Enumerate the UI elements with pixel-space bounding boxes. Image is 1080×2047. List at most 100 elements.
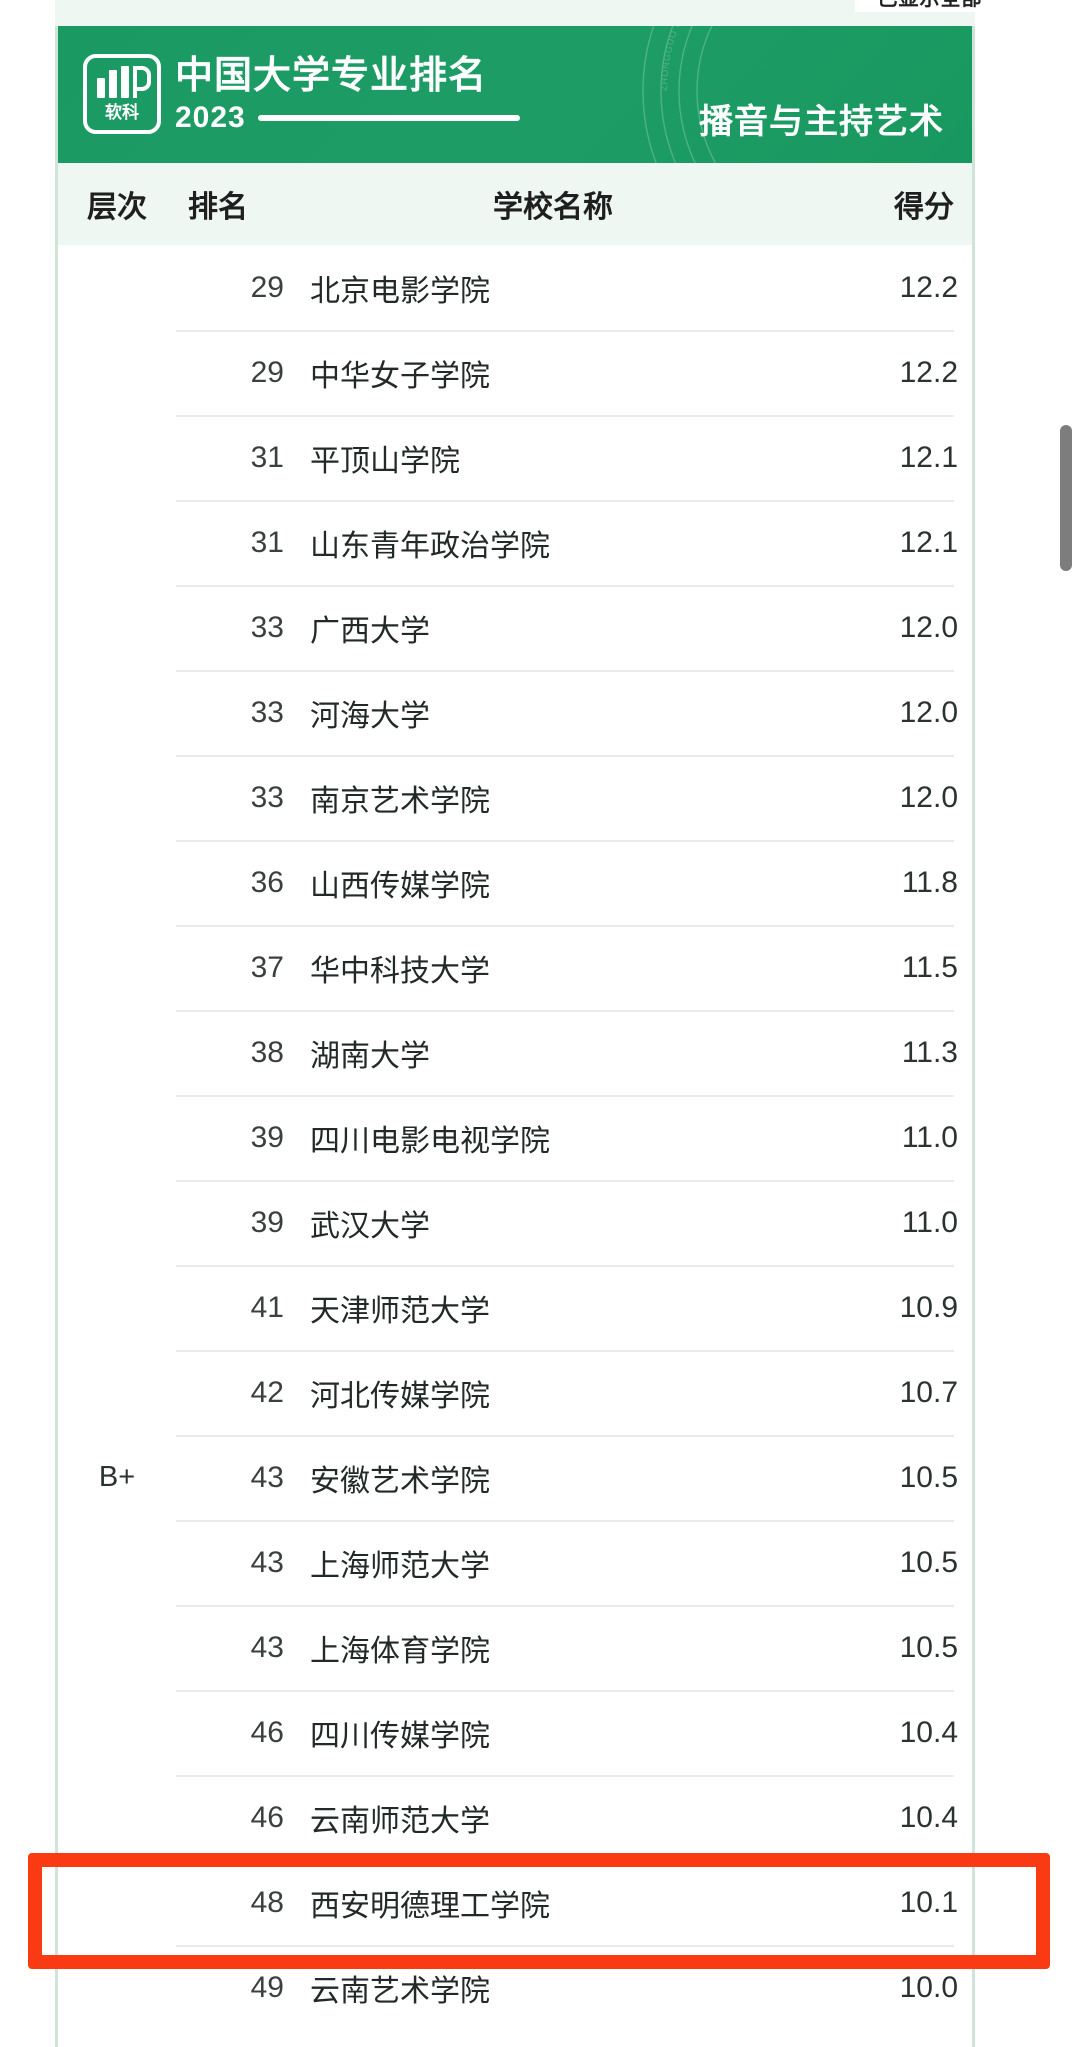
- table-row[interactable]: 46 四川传媒学院 10.4: [58, 1690, 972, 1775]
- cell-score: 12.0: [899, 610, 958, 644]
- column-header-tier: 层次: [87, 191, 147, 224]
- cell-score: 11.8: [901, 865, 958, 899]
- row-separator: [176, 755, 954, 757]
- cell-rank: 29: [250, 355, 284, 389]
- row-separator: [176, 1010, 954, 1012]
- cell-score: 10.7: [899, 1375, 958, 1409]
- table-row[interactable]: 43 上海体育学院 10.5: [58, 1605, 972, 1690]
- top-cut-strip-band: [55, 0, 975, 26]
- column-header-score: 得分: [894, 191, 954, 224]
- cell-score: 10.4: [899, 1715, 958, 1749]
- row-separator: [176, 500, 954, 502]
- cell-score: 10.9: [899, 1290, 958, 1324]
- cell-school-name: 广西大学: [310, 614, 430, 648]
- cell-score: 12.2: [899, 270, 958, 304]
- row-separator: [176, 1945, 954, 1947]
- row-separator: [176, 840, 954, 842]
- brand-subline: 2023: [175, 103, 520, 133]
- cell-rank: 31: [250, 525, 284, 559]
- table-row[interactable]: 33 南京艺术学院 12.0: [58, 755, 972, 840]
- row-separator: [176, 585, 954, 587]
- row-separator: [176, 1095, 954, 1097]
- cell-school-name: 山东青年政治学院: [310, 529, 550, 563]
- table-row[interactable]: 38 湖南大学 11.3: [58, 1010, 972, 1095]
- table-row[interactable]: 39 武汉大学 11.0: [58, 1180, 972, 1265]
- cell-rank: 39: [250, 1205, 284, 1239]
- cell-rank: 46: [250, 1800, 284, 1834]
- cell-score: 11.0: [901, 1205, 958, 1239]
- cell-rank: 33: [250, 610, 284, 644]
- row-separator: [176, 1860, 954, 1862]
- cell-score: 12.1: [899, 440, 958, 474]
- cell-rank: 43: [250, 1630, 284, 1664]
- top-cut-label: 已显示全部: [855, 0, 1005, 12]
- table-row[interactable]: 46 云南师范大学 10.4: [58, 1775, 972, 1860]
- cell-rank: 38: [250, 1035, 284, 1069]
- softscience-logo: 软科 中国大学专业排名 2023: [83, 54, 520, 134]
- cell-rank: 36: [250, 865, 284, 899]
- table-row[interactable]: 49 云南艺术学院 10.0: [58, 1945, 972, 2030]
- column-header-rank: 排名: [188, 191, 248, 224]
- table-row[interactable]: 36 山西传媒学院 11.8: [58, 840, 972, 925]
- cell-score: 10.5: [899, 1460, 958, 1494]
- logo-brand-cn: 软科: [105, 103, 139, 122]
- cell-score: 11.3: [901, 1035, 958, 1069]
- scrollbar-thumb[interactable]: [1060, 425, 1072, 571]
- ranking-table-body: 29 北京电影学院 12.2 29 中华女子学院 12.2 31 平顶山学院 12.1 31 山东青…: [58, 245, 972, 2030]
- cell-school-name: 天津师范大学: [310, 1294, 490, 1328]
- table-row[interactable]: 33 河海大学 12.0: [58, 670, 972, 755]
- cell-score: 10.1: [899, 1885, 958, 1919]
- cell-school-name: 云南师范大学: [310, 1804, 490, 1838]
- cell-school-name: 华中科技大学: [310, 954, 490, 988]
- cell-school-name: 西安明德理工学院: [310, 1889, 550, 1923]
- cell-school-name: 云南艺术学院: [310, 1974, 490, 2008]
- cell-rank: 33: [250, 695, 284, 729]
- table-row[interactable]: 42 河北传媒学院 10.7: [58, 1350, 972, 1435]
- row-separator: [176, 1520, 954, 1522]
- table-row[interactable]: 41 天津师范大学 10.9: [58, 1265, 972, 1350]
- table-row[interactable]: 31 山东青年政治学院 12.1: [58, 500, 972, 585]
- row-separator: [176, 1350, 954, 1352]
- cell-school-name: 湖南大学: [310, 1039, 430, 1073]
- cell-score: 10.5: [899, 1630, 958, 1664]
- table-row[interactable]: 29 中华女子学院 12.2: [58, 330, 972, 415]
- cell-score: 12.0: [899, 695, 958, 729]
- table-row[interactable]: 48 西安明德理工学院 10.1: [58, 1860, 972, 1945]
- ranking-card: ZHONGGUO DAXUE ZHUANYE PAIMING ZHONGGUO …: [55, 26, 975, 2047]
- logo-text-block: 中国大学专业排名 2023: [175, 54, 520, 133]
- table-row[interactable]: 29 北京电影学院 12.2: [58, 245, 972, 330]
- cell-tier: B+: [98, 1461, 136, 1493]
- top-cut-strip: 已显示全部: [0, 0, 1080, 26]
- cell-score: 12.0: [899, 780, 958, 814]
- brand-year: 2023: [175, 101, 246, 135]
- cell-rank: 42: [250, 1375, 284, 1409]
- logo-r-glyph: [133, 66, 151, 98]
- cell-school-name: 南京艺术学院: [310, 784, 490, 818]
- cell-school-name: 安徽艺术学院: [310, 1464, 490, 1498]
- table-row[interactable]: 37 华中科技大学 11.5: [58, 925, 972, 1010]
- table-header-row: 层次 排名 学校名称 得分: [58, 163, 972, 245]
- table-row[interactable]: 39 四川电影电视学院 11.0: [58, 1095, 972, 1180]
- scrollbar-track[interactable]: [1060, 26, 1072, 2047]
- table-row[interactable]: 31 平顶山学院 12.1: [58, 415, 972, 500]
- cell-school-name: 中华女子学院: [310, 359, 490, 393]
- cell-rank: 43: [250, 1460, 284, 1494]
- logo-mark-icon: 软科: [83, 54, 161, 134]
- row-separator: [176, 1690, 954, 1692]
- cell-rank: 41: [250, 1290, 284, 1324]
- cell-score: 10.0: [899, 1970, 958, 2004]
- banner: ZHONGGUO DAXUE ZHUANYE PAIMING ZHONGGUO …: [58, 26, 972, 163]
- table-row[interactable]: 43 上海师范大学 10.5: [58, 1520, 972, 1605]
- cell-score: 12.2: [899, 355, 958, 389]
- table-row[interactable]: 33 广西大学 12.0: [58, 585, 972, 670]
- brand-title: 中国大学专业排名: [175, 55, 488, 97]
- cell-score: 11.5: [901, 950, 958, 984]
- cell-school-name: 四川电影电视学院: [310, 1124, 550, 1158]
- cell-school-name: 四川传媒学院: [310, 1719, 490, 1753]
- cell-rank: 48: [250, 1885, 284, 1919]
- cell-score: 11.0: [901, 1120, 958, 1154]
- table-row[interactable]: B+ 43 安徽艺术学院 10.5: [58, 1435, 972, 1520]
- row-separator: [176, 1605, 954, 1607]
- cell-rank: 31: [250, 440, 284, 474]
- row-separator: [176, 1265, 954, 1267]
